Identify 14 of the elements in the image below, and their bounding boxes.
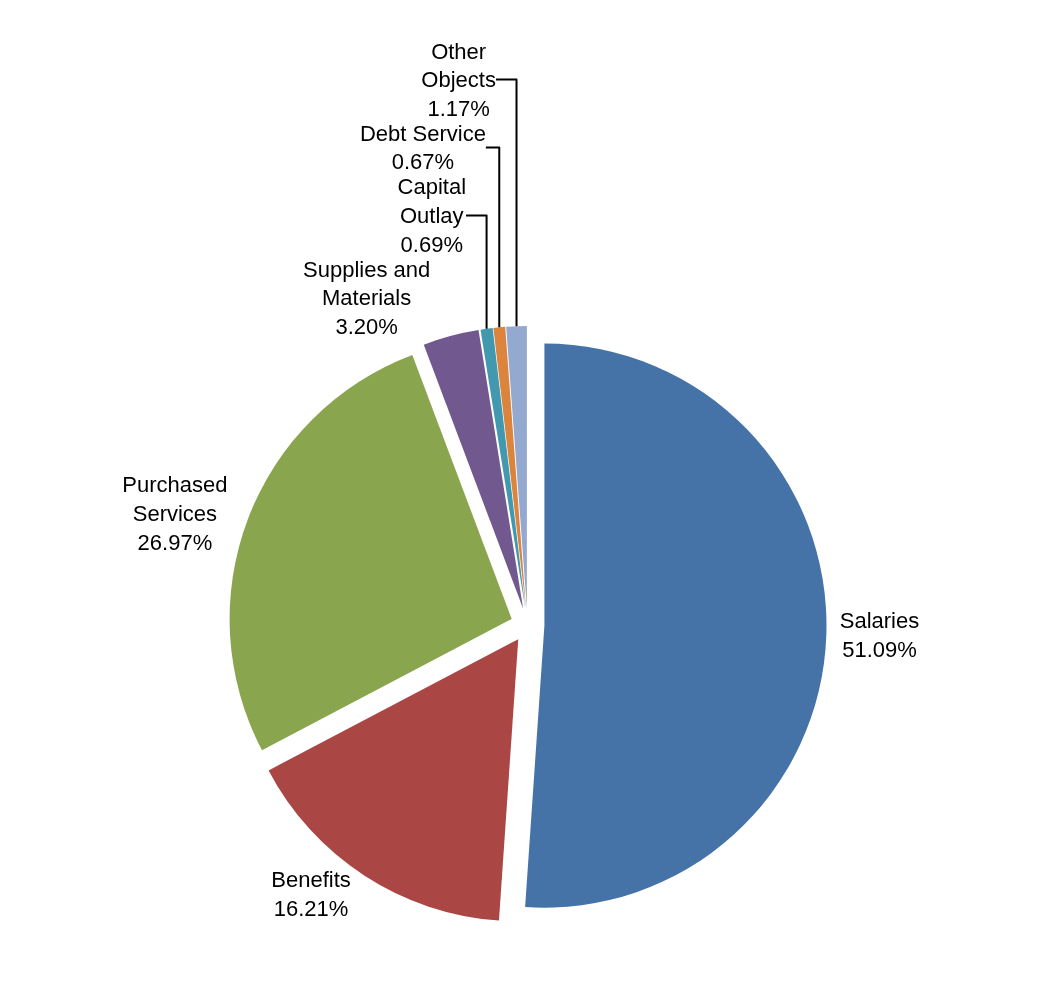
data-label: 0.69% xyxy=(400,231,463,257)
data-label: 26.97% xyxy=(137,529,213,555)
slice-label: Supplies and Materials xyxy=(303,256,431,311)
slice-label: Salaries xyxy=(839,608,920,634)
data-label: 51.09% xyxy=(842,637,917,663)
slice-label: Purchased Services xyxy=(122,472,228,526)
slice-label: Other Objects xyxy=(421,38,496,93)
data-label: 16.21% xyxy=(273,896,349,922)
slice-label: Benefits xyxy=(271,867,351,893)
data-label: 0.67% xyxy=(391,149,455,175)
slice-label: Capital Outlay xyxy=(397,174,467,228)
slice-label: Debt Service xyxy=(359,120,486,146)
data-label: 3.20% xyxy=(335,313,398,339)
data-label: 1.17% xyxy=(427,95,490,121)
